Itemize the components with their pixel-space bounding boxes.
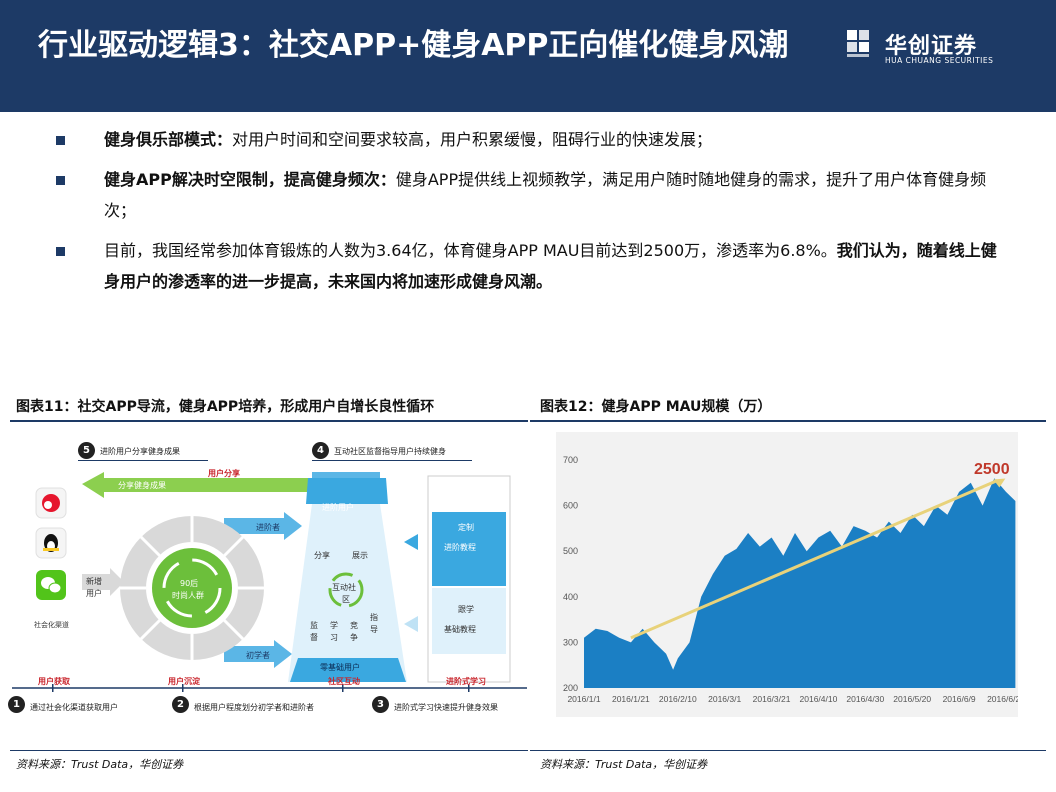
logo-text-en: HUA CHUANG SECURITIES [885,56,994,65]
x-tick-label: 2016/6/9 [943,694,976,704]
figure12-source: 资料来源：Trust Data，华创证券 [540,758,708,771]
x-tick-label: 2016/2/10 [659,694,697,704]
figure12-rule [530,420,1046,422]
bullet-text: 目前，我国经常参加体育锻炼的人数为3.64亿，体育健身APP MAU目前达到25… [104,241,837,260]
figure11-rule [10,420,528,422]
x-tick-label: 2016/3/21 [753,694,791,704]
y-tick-label: 400 [563,592,578,602]
beginner-label: 初学者 [246,651,270,660]
step-number: 5 [78,442,95,459]
y-tick-label: 700 [563,455,578,465]
supervise-word: 监督 [310,621,318,642]
y-tick-label: 300 [563,637,578,647]
user-share-label: 用户分享 [208,469,240,478]
custom-label: 进阶教程 [444,543,476,552]
figure12-title: 图表12：健身APP MAU规模（万） [540,399,772,415]
annotation-2500: 2500 [974,461,1010,478]
community-label: 区 [342,595,350,604]
step-underline [312,460,472,461]
circle-center-label: 时尚人群 [172,591,204,600]
step-underline [78,460,208,461]
share-arrow-shape [82,472,312,498]
mau-chart: 200 300 400 500 600 700 2500 2016/1/1 2016/1/21 2… [556,432,1018,717]
figure11-bottom-rule [10,750,528,751]
custom-label: 定制 [458,523,474,532]
bullet-square-icon [56,176,65,185]
step-text: 进阶用户分享健身成果 [100,447,180,456]
community-label: 互动社 [332,583,356,592]
bullet-list: 健身俱乐部模式：对用户时间和空间要求较高，用户积累缓慢，阻碍行业的快速发展； 健… [56,124,1006,306]
figure11-source: 资料来源：Trust Data，华创证券 [16,758,184,771]
social-channel-label: 社会化渠道 [34,621,69,629]
y-tick-label: 500 [563,546,578,556]
stage-label: 用户沉淀 [168,677,200,686]
follow-label: 跟学 [458,605,474,614]
step-text: 通过社会化渠道获取用户 [30,703,118,712]
trend-arrowhead [993,478,1006,488]
y-tick-label: 600 [563,501,578,511]
y-tick-label: 200 [563,683,578,693]
x-tick-label: 2016/6/29 [987,694,1018,704]
weibo-icon [36,488,66,518]
company-logo: 华创证券 HUA CHUANG SECURITIES [845,26,1045,72]
bullet-text: 健身APP提供线上视频教学，满足用户随时随地健身的需求，提升了用户体育健身频次； [104,170,987,220]
step-text: 进阶式学习快速提升健身效果 [394,703,498,712]
compete-word: 竞争 [350,621,358,642]
stage-label: 用户获取 [38,677,70,686]
bullet-square-icon [56,136,65,145]
bullet-bold: 健身APP解决时空限制，提高健身频次： [104,170,396,189]
new-users-label: 新增 [86,577,102,586]
x-tick-label: 2016/4/10 [800,694,838,704]
x-tick-label: 2016/1/21 [612,694,650,704]
bullet-item: 目前，我国经常参加体育锻炼的人数为3.64亿，体育健身APP MAU目前达到25… [56,235,1006,297]
header-bar: 行业驱动逻辑3：社交APP+健身APP正向催化健身风潮 华创证券 HUA CHU… [0,0,1056,112]
figure12-bottom-rule [530,750,1046,751]
step-text: 互动社区监督指导用户持续健身 [334,447,446,456]
guide-word: 指导 [370,613,378,634]
share-results-label: 分享健身成果 [118,481,166,490]
step-text: 根据用户程度划分初学者和进阶者 [194,703,314,712]
bullet-bold-tail: 我们认为，随着线上健身用户的渗透率的进一步提高，未来国内将加速形成健身风潮。 [104,241,997,291]
share-word: 分享 [314,551,330,560]
new-users-label: 用户 [86,589,102,598]
bullet-bold: 健身俱乐部模式： [104,130,233,149]
circle-center-label: 90后 [180,579,199,588]
step-number: 2 [172,696,189,713]
logo-mark-icon [847,30,869,57]
page-title: 行业驱动逻辑3：社交APP+健身APP正向催化健身风潮 [38,28,789,63]
stage-label: 社区互动 [328,677,360,686]
zero-base-label: 零基础用户 [320,663,360,672]
mau-area-series [584,478,1016,688]
user-cycle-diagram: 5 进阶用户分享健身成果 4 互动社区监督指导用户持续健身 用户分享 分享健身成… [8,432,527,717]
x-tick-label: 2016/4/30 [846,694,884,704]
x-tick-label: 2016/1/1 [567,694,600,704]
advanced-arrow-label: 进阶者 [256,523,280,532]
qq-icon [36,528,66,558]
bullet-item: 健身俱乐部模式：对用户时间和空间要求较高，用户积累缓慢，阻碍行业的快速发展； [56,124,1006,155]
figure11-title: 图表11：社交APP导流，健身APP培养，形成用户自增长良性循环 [16,399,435,415]
learn-word: 学习 [330,621,338,642]
advanced-users-label: 进阶用户 [322,503,354,512]
beginner-arrow-shape [224,640,292,668]
mau-chart-svg: 200 300 400 500 600 700 2500 2016/1/1 2016/1/21 2… [563,455,1018,704]
wechat-icon [36,570,66,600]
logo-text-cn: 华创证券 [885,34,978,59]
bullet-text: 对用户时间和空间要求较高，用户积累缓慢，阻碍行业的快速发展； [232,130,713,149]
step-number: 3 [372,696,389,713]
bullet-square-icon [56,247,65,256]
show-word: 展示 [352,551,368,560]
step-number: 1 [8,696,25,713]
stage-label: 进阶式学习 [446,677,486,686]
trend-line [630,479,998,640]
bullet-item: 健身APP解决时空限制，提高健身频次：健身APP提供线上视频教学，满足用户随时随… [56,164,1006,226]
diagram-graphics [12,472,527,692]
x-tick-label: 2016/3/1 [708,694,741,704]
advanced-arrow-shape [224,512,302,540]
step-number: 4 [312,442,329,459]
follow-label: 基础教程 [444,625,476,634]
x-tick-label: 2016/5/20 [893,694,931,704]
